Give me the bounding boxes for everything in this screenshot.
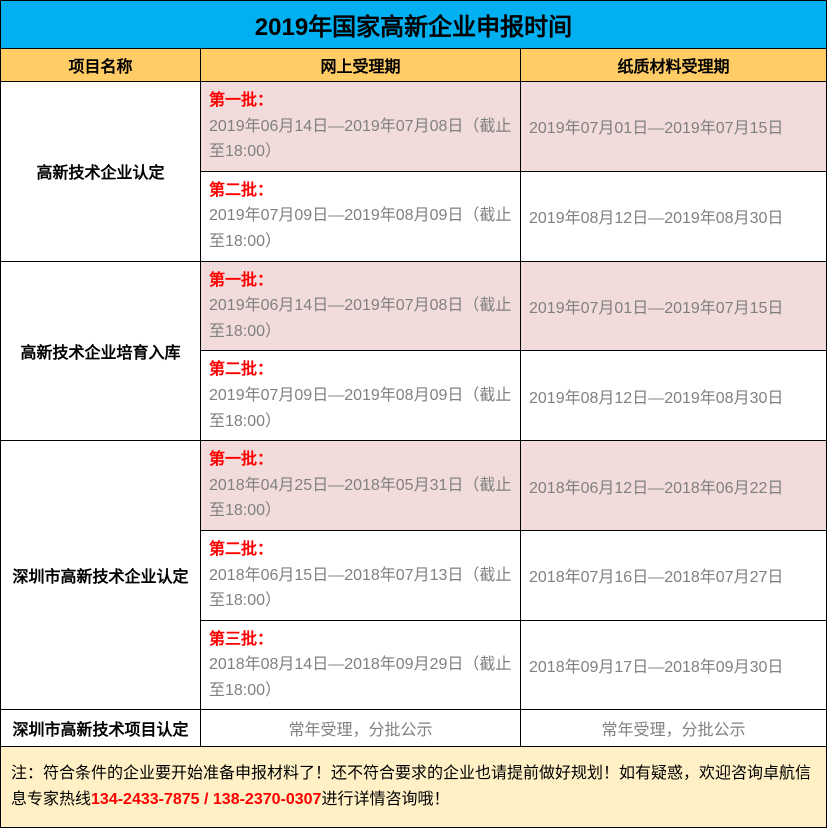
batch-label: 第二批： [209,361,273,378]
paper-cell: 2018年09月17日—2018年09月30日 [521,620,827,710]
paper-cell: 2019年08月12日—2019年08月30日 [521,351,827,441]
table-row: 深圳市高新技术企业认定 第一批： 2018年04月25日—2018年05月31日… [1,441,827,531]
header-name: 项目名称 [1,49,201,82]
batch-label: 第一批： [209,451,273,468]
note-cell: 注：符合条件的企业要开始准备申报材料了！还不符合要求的企业也请提前做好规划！如有… [1,747,827,827]
table-row: 高新技术企业认定 第一批： 2019年06月14日—2019年07月08日（截止… [1,82,827,172]
header-online: 网上受理期 [201,49,521,82]
online-period: 2019年07月09日—2019年08月09日（截止至18:00） [209,387,511,430]
note-sep: / [200,791,213,808]
table-wrapper: 2019年国家高新企业申报时间 项目名称 网上受理期 纸质材料受理期 高新技术企… [0,0,827,828]
batch-label: 第一批： [209,92,273,109]
batch-label: 第一批： [209,272,273,289]
paper-cell: 2018年07月16日—2018年07月27日 [521,530,827,620]
online-period: 2018年08月14日—2018年09月29日（截止至18:00） [209,656,511,699]
paper-cell: 2019年08月12日—2019年08月30日 [521,171,827,261]
project-name: 高新技术企业认定 [1,82,201,262]
online-period: 2019年06月14日—2019年07月08日（截止至18:00） [209,297,511,340]
header-row: 项目名称 网上受理期 纸质材料受理期 [1,49,827,82]
table-row: 高新技术企业培育入库 第一批： 2019年06月14日—2019年07月08日（… [1,261,827,351]
online-cell: 第一批： 2019年06月14日—2019年07月08日（截止至18:00） [201,261,521,351]
header-paper: 纸质材料受理期 [521,49,827,82]
table-row: 深圳市高新技术项目认定 常年受理，分批公示 常年受理，分批公示 [1,710,827,747]
online-cell: 第二批： 2018年06月15日—2018年07月13日（截止至18:00） [201,530,521,620]
project-name: 深圳市高新技术企业认定 [1,441,201,710]
page-title: 2019年国家高新企业申报时间 [1,1,827,49]
paper-cell: 常年受理，分批公示 [521,710,827,747]
paper-cell: 2019年07月01日—2019年07月15日 [521,82,827,172]
note-suffix: 进行详情咨询哦！ [321,791,449,808]
project-name: 深圳市高新技术项目认定 [1,710,201,747]
paper-cell: 2018年06月12日—2018年06月22日 [521,441,827,531]
online-cell: 常年受理，分批公示 [201,710,521,747]
paper-cell: 2019年07月01日—2019年07月15日 [521,261,827,351]
batch-label: 第三批： [209,631,273,648]
online-cell: 第二批： 2019年07月09日—2019年08月09日（截止至18:00） [201,171,521,261]
online-cell: 第一批： 2018年04月25日—2018年05月31日（截止至18:00） [201,441,521,531]
batch-label: 第二批： [209,541,273,558]
title-row: 2019年国家高新企业申报时间 [1,1,827,49]
online-cell: 第三批： 2018年08月14日—2018年09月29日（截止至18:00） [201,620,521,710]
online-cell: 第一批： 2019年06月14日—2019年07月08日（截止至18:00） [201,82,521,172]
note-phone-1: 134-2433-7875 [91,791,200,808]
online-period: 2018年06月15日—2018年07月13日（截止至18:00） [209,567,511,610]
batch-label: 第二批： [209,182,273,199]
online-period: 2018年04月25日—2018年05月31日（截止至18:00） [209,477,511,520]
online-period: 2019年06月14日—2019年07月08日（截止至18:00） [209,118,511,161]
online-cell: 第二批： 2019年07月09日—2019年08月09日（截止至18:00） [201,351,521,441]
schedule-table: 2019年国家高新企业申报时间 项目名称 网上受理期 纸质材料受理期 高新技术企… [0,0,827,828]
project-name: 高新技术企业培育入库 [1,261,201,441]
online-period: 2019年07月09日—2019年08月09日（截止至18:00） [209,207,511,250]
note-phone-2: 138-2370-0307 [213,791,322,808]
note-row: 注：符合条件的企业要开始准备申报材料了！还不符合要求的企业也请提前做好规划！如有… [1,747,827,827]
